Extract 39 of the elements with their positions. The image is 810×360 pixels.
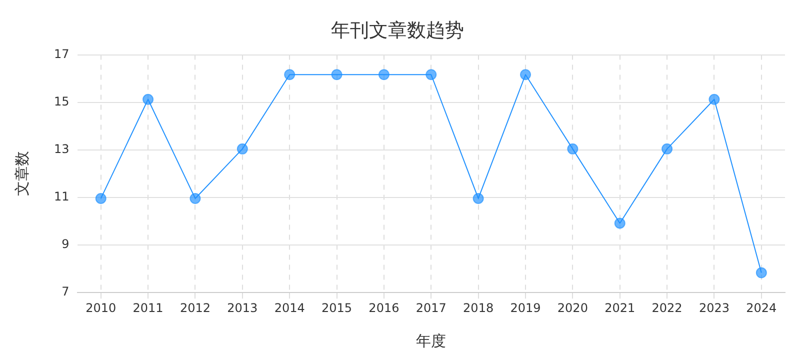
y-tick-label: 11 <box>54 190 70 204</box>
x-tick-label: 2018 <box>463 300 494 315</box>
x-axis-title: 年度 <box>416 332 446 350</box>
y-tick-label: 9 <box>62 237 70 252</box>
y-tick-label: 13 <box>54 142 70 156</box>
x-tick-label: 2022 <box>652 300 682 315</box>
x-tick-label: 2020 <box>557 300 588 315</box>
y-tick-label: 17 <box>54 46 70 61</box>
x-tick-label: 2019 <box>510 300 541 315</box>
point <box>756 267 767 278</box>
point <box>331 69 342 80</box>
x-tick-label: 2012 <box>180 300 210 315</box>
y-tick-label: 15 <box>54 94 70 108</box>
point <box>142 94 154 105</box>
x-tick-label: 2010 <box>86 300 116 315</box>
x-tick-label: 2014 <box>274 300 305 315</box>
point <box>708 94 720 105</box>
y-axis-title: 文章数 <box>12 151 31 196</box>
point <box>284 69 296 80</box>
chart-title: 年刊文章数趋势 <box>331 19 464 42</box>
point <box>614 218 626 229</box>
x-tick-label: 2015 <box>321 300 352 315</box>
point <box>95 192 106 204</box>
x-tick-label: 2011 <box>132 300 164 315</box>
x-tick-label: 2023 <box>698 300 730 315</box>
point <box>236 143 248 154</box>
point <box>378 69 390 80</box>
x-tick-label: 2017 <box>416 300 446 315</box>
x-tick-label: 2016 <box>368 300 400 315</box>
point <box>426 69 437 80</box>
point <box>567 143 578 154</box>
y-tick-label: 7 <box>62 284 70 299</box>
x-tick-label: 2024 <box>746 300 777 315</box>
x-tick-label: 2021 <box>604 300 636 315</box>
point <box>472 192 484 204</box>
point <box>520 69 531 80</box>
point <box>662 143 673 154</box>
x-tick-label: 2013 <box>227 300 258 315</box>
point <box>190 192 201 204</box>
